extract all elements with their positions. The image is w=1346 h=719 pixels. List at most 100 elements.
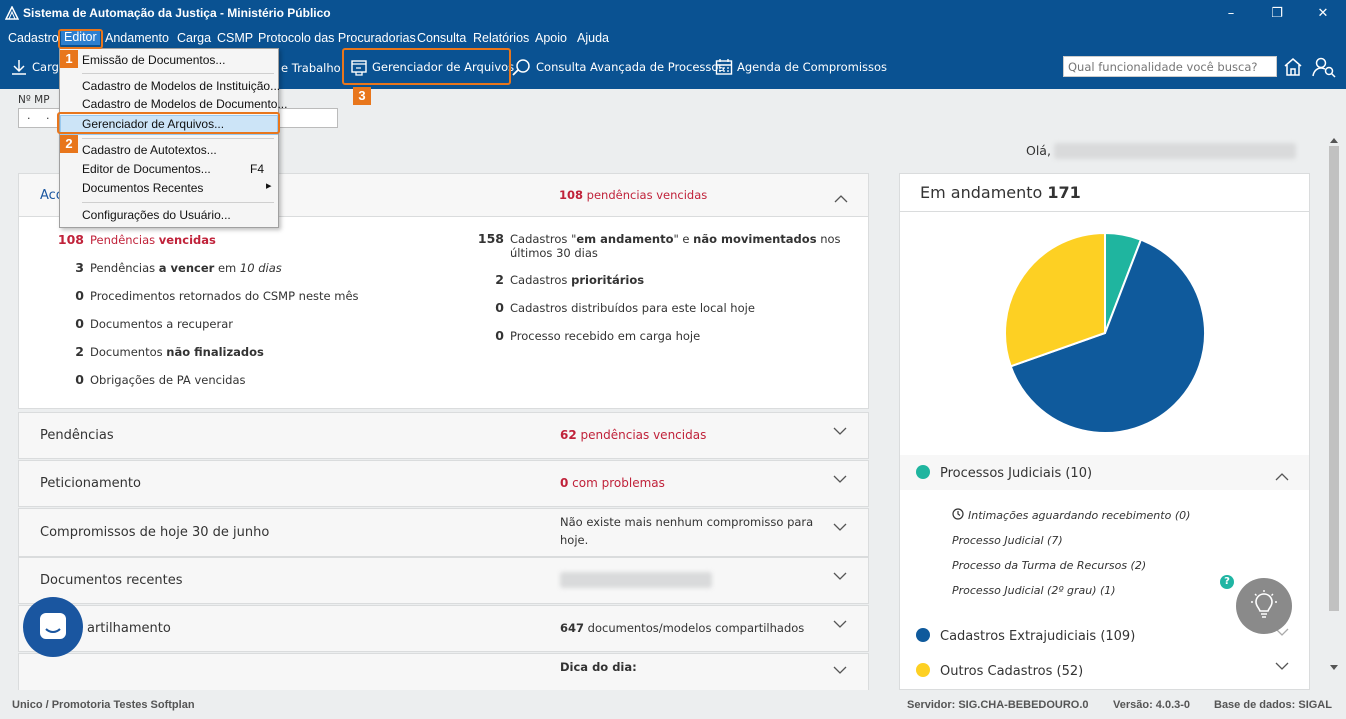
judicial-item-processo[interactable]: Processo Judicial (7) [952,534,1063,547]
chevron-down-icon[interactable] [833,666,847,674]
chevron-down-icon[interactable] [833,427,847,435]
menu-editor[interactable]: Editor [61,29,100,45]
section-peticionamento[interactable]: Peticionamento 0 com problemas [18,460,869,507]
section-summary: 647 documentos/modelos compartilhados [560,621,804,635]
section-documentos-recentes[interactable]: Documentos recentes [18,557,869,604]
nmp-label: Nº MP [18,94,50,106]
toolbar-trabalho-label: e Trabalho [281,61,341,75]
stat-cadastros-nao-movimentados[interactable]: 158 Cadastros "em andamento" e não movime… [475,231,841,260]
section-title: Dica do dia: [560,660,637,674]
section-count: 647 [560,621,585,635]
acompanhamento-summary: 108 pendências vencidas [559,188,707,202]
section-count: 0 [560,476,569,490]
stat-documentos-nao-finalizados[interactable]: 2 Documentos não finalizados [55,344,264,359]
stat-text: Pendências [90,233,159,247]
chevron-up-icon[interactable] [834,195,848,203]
menu-item-modelos-instituicao[interactable]: Cadastro de Modelos de Instituição... [82,79,281,93]
toolbar-gerenciador-button[interactable]: Gerenciador de Arquivos [350,58,514,76]
menu-cadastro[interactable]: Cadastro [8,31,59,45]
menu-item-autotextos[interactable]: Cadastro de Autotextos... [82,143,217,157]
stat-obrigacoes-pa[interactable]: 0 Obrigações de PA vencidas [55,372,245,387]
section-line1: Não existe mais nenhum compromisso para [560,515,814,529]
stat-pre: Cadastros distribuídos para este local h… [510,301,755,315]
section-compartilhamento[interactable]: artilhamento 647 documentos/modelos comp… [18,605,869,652]
menu-item-highlight [60,115,278,135]
menu-protocolo[interactable]: Protocolo das Procuradorias [258,31,416,45]
menu-andamento[interactable]: Andamento [105,31,169,45]
menu-item-modelos-documento[interactable]: Cadastro de Modelos de Documento... [82,97,288,111]
chevron-down-icon[interactable] [833,572,847,580]
menu-csmp[interactable]: CSMP [217,31,254,45]
stat-cadastros-distribuidos[interactable]: 0 Cadastros distribuídos para este local … [475,300,755,315]
user-search-icon[interactable] [1312,56,1336,78]
window-title: Sistema de Automação da Justiça - Minist… [23,6,331,20]
callout-step-3: 3 [353,87,371,105]
section-line2: hoje. [560,533,589,547]
section-pendencias[interactable]: Pendências 62 pendências vencidas [18,412,869,459]
chevron-up-icon[interactable] [1275,473,1289,481]
stat-bold: em andamento [576,232,674,246]
help-badge[interactable]: ? [1220,575,1234,589]
chevron-down-icon[interactable] [833,620,847,628]
stat-num: 158 [477,231,504,246]
scroll-down-arrow-icon[interactable] [1329,664,1339,672]
toolbar-trabalho-button[interactable]: e Trabalho [281,61,341,75]
menu-consulta[interactable]: Consulta [417,31,467,45]
menu-ajuda[interactable]: Ajuda [577,31,609,45]
menu-apoio[interactable]: Apoio [535,31,567,45]
menu-item-gerenciador-arquivos[interactable]: Gerenciador de Arquivos... [82,117,225,131]
toolbar-consulta-button[interactable]: Consulta Avançada de Processos [512,58,724,76]
toolbar-carga-button[interactable]: Carg [10,58,59,76]
stat-documentos-recuperar[interactable]: 0 Documentos a recuperar [55,316,233,331]
minimize-button[interactable]: – [1227,6,1235,21]
stat-num: 0 [75,288,84,303]
chevron-down-icon[interactable] [833,475,847,483]
stat-pendencias-a-vencer[interactable]: 3 Pendências a vencer em 10 dias [55,260,281,275]
home-icon[interactable] [1282,56,1304,78]
pie-slice-outros-cadastros[interactable] [1004,231,1106,368]
stat-processo-recebido[interactable]: 0 Processo recebido em carga hoje [475,328,700,343]
summary-text: pendências vencidas [583,188,708,202]
chat-icon [40,613,66,639]
section-dica-do-dia[interactable]: Dica do dia: [18,653,869,690]
legend-outros-cadastros[interactable]: Outros Cadastros (52) [916,663,1083,679]
tip-lightbulb-button[interactable] [1236,578,1292,634]
functionality-search-input[interactable] [1063,56,1277,77]
maximize-button[interactable]: ❐ [1271,6,1283,21]
chevron-down-icon[interactable] [1275,628,1289,636]
judicial-item-2grau[interactable]: Processo Judicial (2º grau) (1) [952,584,1116,597]
scroll-up-arrow-icon[interactable] [1329,136,1339,144]
chevron-down-icon[interactable] [833,523,847,531]
scrollbar-thumb[interactable] [1329,146,1339,611]
toolbar-consulta-label: Consulta Avançada de Processos [536,60,725,74]
legend-cadastros-extrajudiciais[interactable]: Cadastros Extrajudiciais (109) [916,628,1135,644]
pie-slice-cadastros-extrajudiciais[interactable] [1009,238,1206,434]
menu-relatorios[interactable]: Relatórios [473,31,530,45]
menu-carga[interactable]: Carga [177,31,212,45]
menu-bar: Cadastro Editor Andamento Carga CSMP Pro… [0,28,1346,49]
main-scrollbar[interactable] [1326,134,1346,676]
close-button[interactable]: ✕ [1317,6,1329,21]
legend-processos-judiciais[interactable]: Processos Judiciais (10) [916,465,1092,481]
status-bar: Unico / Promotoria Testes Softplan Servi… [0,690,1346,719]
section-title: artilhamento [87,621,171,636]
chat-support-button[interactable] [23,597,83,657]
legend-judiciais-header[interactable] [900,455,1309,490]
judicial-item-turma[interactable]: Processo da Turma de Recursos (2) [952,559,1147,572]
legend-dot [916,628,930,642]
menu-item-editor-documentos[interactable]: Editor de Documentos... [82,162,211,176]
chevron-down-icon[interactable] [1275,662,1289,670]
section-compromissos[interactable]: Compromissos de hoje 30 de junho Não exi… [18,508,869,557]
menu-item-configuracoes-usuario[interactable]: Configurações do Usuário... [82,208,231,222]
stat-pendencias-vencidas[interactable]: 108 Pendências vencidas [55,232,216,247]
em-andamento-count: 171 [1047,183,1081,202]
stat-text: Procedimentos retornados do CSMP neste m… [90,289,359,303]
toolbar-agenda-button[interactable]: Agenda de Compromissos [715,58,887,76]
stat-cadastros-prioritarios[interactable]: 2 Cadastros prioritários [475,272,644,287]
menu-item-documentos-recentes[interactable]: Documentos Recentes [82,181,204,195]
stat-after: em [214,261,240,275]
menu-item-emissao-documentos[interactable]: Emissão de Documentos... [82,53,226,67]
judicial-item-intimacoes[interactable]: Intimações aguardando recebimento (0) [968,509,1191,522]
search-icon [512,59,530,76]
stat-procedimentos-retornados[interactable]: 0 Procedimentos retornados do CSMP neste … [55,288,359,303]
